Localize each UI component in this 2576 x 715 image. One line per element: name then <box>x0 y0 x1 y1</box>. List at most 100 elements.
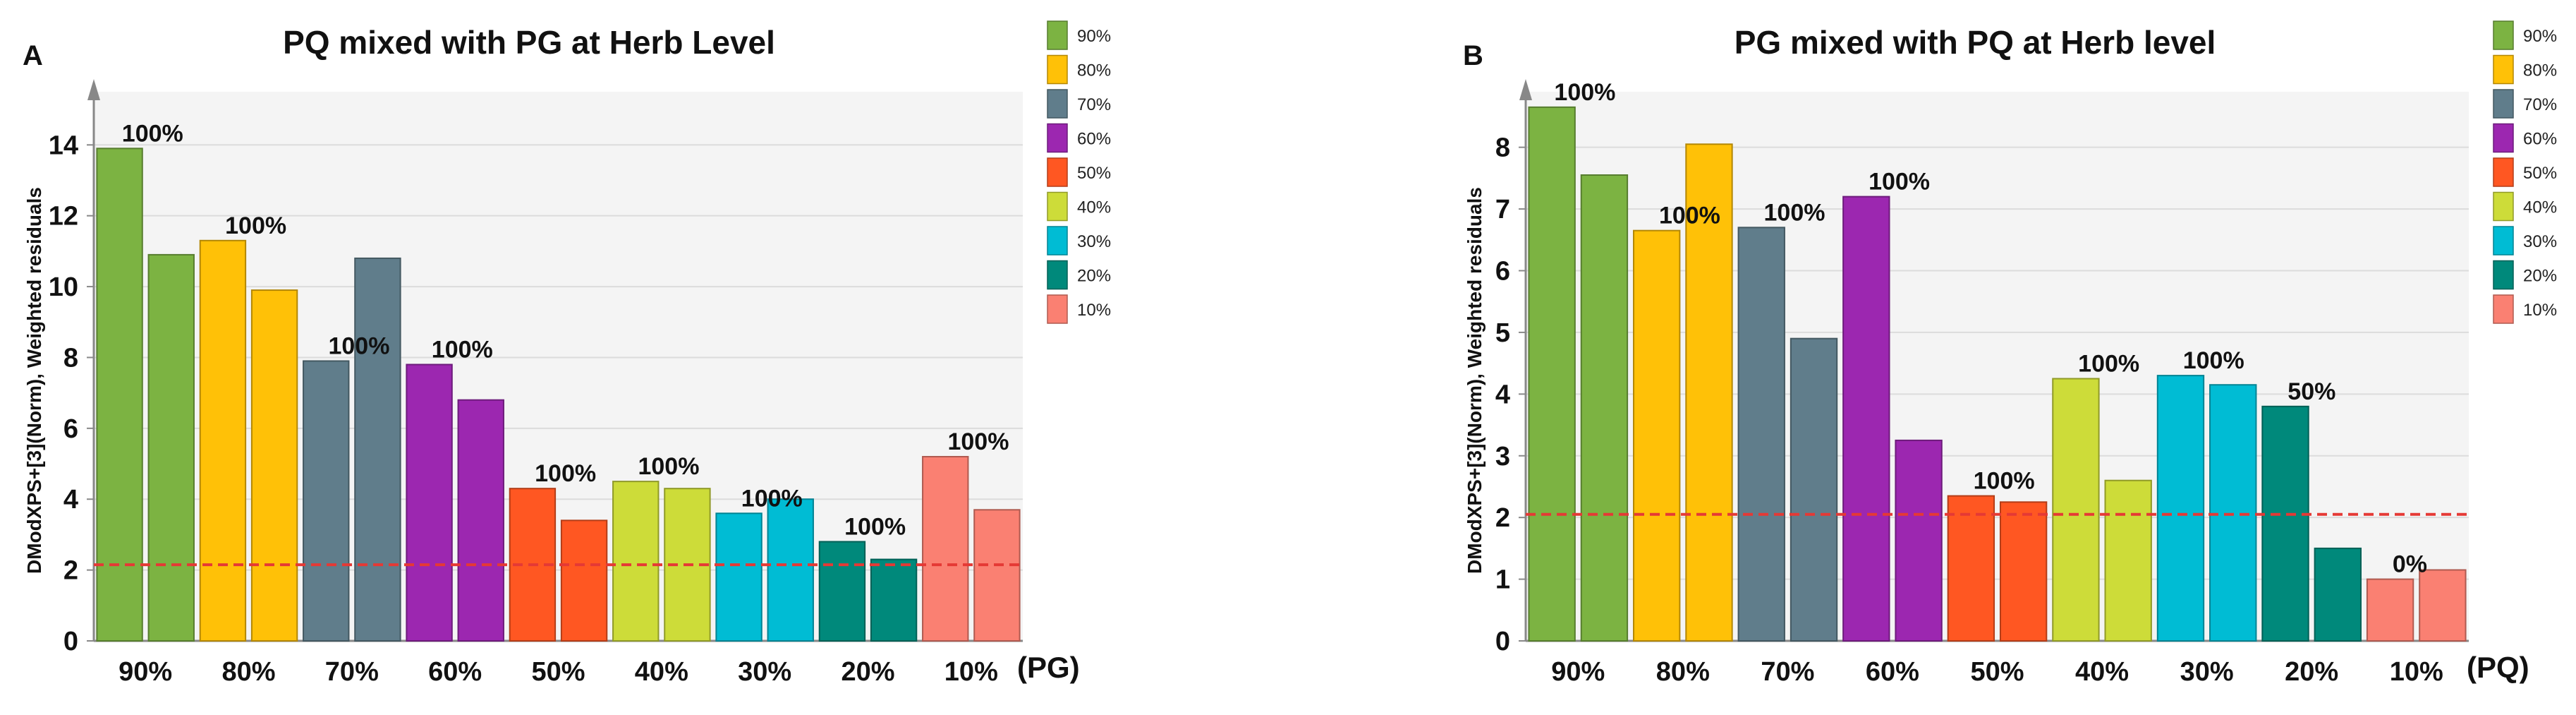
legend-label: 50% <box>1077 164 1111 183</box>
y-axis-label: DModXPS+[3](Norm), Weighted residuals <box>23 187 45 574</box>
legend-swatch <box>2493 123 2514 153</box>
legend-swatch <box>2493 260 2514 290</box>
legend-label: 90% <box>1077 27 1111 46</box>
x-tick-label: 90% <box>1551 657 1605 687</box>
y-tick-label: 5 <box>1495 318 1510 348</box>
bar-80pct-1 <box>199 239 247 642</box>
legend-label: 60% <box>1077 130 1111 149</box>
x-tick-label: 70% <box>325 657 379 687</box>
x-tick-label: 30% <box>2180 657 2234 687</box>
bar-20pct-2 <box>2314 547 2362 642</box>
legend-swatch <box>2493 191 2514 222</box>
data-label: 100% <box>2078 350 2139 377</box>
legend-label: 80% <box>2523 61 2557 80</box>
legend-swatch <box>2493 157 2514 187</box>
y-axis-label: DModXPS+[3](Norm), Weighted residuals <box>1464 187 1486 574</box>
legend-swatch <box>2493 20 2514 50</box>
y-tick-label: 12 <box>49 202 78 232</box>
bar-90pct-2 <box>147 253 195 642</box>
bar-30pct-2 <box>2209 384 2257 642</box>
legend-swatch <box>2493 89 2514 119</box>
data-label: 100% <box>225 212 286 239</box>
legend-swatch <box>1047 157 1068 187</box>
bar-30pct-1 <box>715 512 763 642</box>
x-tick-label: 40% <box>635 657 688 687</box>
data-label: 100% <box>328 332 389 359</box>
bar-60pct-1 <box>1842 196 1890 642</box>
legend-label: 40% <box>2523 198 2557 217</box>
y-tick-label: 0 <box>63 627 78 656</box>
data-label: 100% <box>741 485 803 512</box>
x-tick-label: 40% <box>2075 657 2129 687</box>
bar-60pct-2 <box>457 399 504 642</box>
legend-swatch <box>1047 89 1068 119</box>
bar-50pct-2 <box>560 519 608 642</box>
plot-area <box>1526 92 2469 641</box>
legend-label: 30% <box>2523 232 2557 251</box>
chart-panel-b: 0 1 2 3 4 5 6 7 8 100% 100% 100% 100% 100% 100% 100% 50%… <box>1463 20 2557 687</box>
x-tick-label: 30% <box>738 657 791 687</box>
data-label: 100% <box>535 460 596 487</box>
legend-swatch <box>1047 20 1068 50</box>
y-tick-label: 10 <box>49 272 78 302</box>
legend: 90% 80% 70% 60% 50% 40% 30% 20% 10% <box>2493 20 2557 324</box>
x-tick-label: 80% <box>221 657 275 687</box>
legend-swatch <box>1047 226 1068 256</box>
data-label: 100% <box>1869 169 1930 196</box>
x-tick-label: 80% <box>1656 657 1710 687</box>
legend-swatch <box>2493 294 2514 324</box>
y-tick-label: 8 <box>1495 133 1510 163</box>
legend-label: 40% <box>1077 198 1111 217</box>
y-axis-arrow <box>1519 79 1532 100</box>
x-tick-label: 90% <box>119 657 172 687</box>
bar-70pct-2 <box>354 257 401 642</box>
bar-30pct-1 <box>2156 375 2205 642</box>
legend-swatch <box>1047 294 1068 324</box>
x-tick-label: 50% <box>531 657 585 687</box>
y-axis-arrow <box>87 79 100 100</box>
bar-10pct-1 <box>2366 578 2414 642</box>
legend-swatch <box>2493 226 2514 256</box>
bar-80pct-2 <box>1685 143 1733 642</box>
bar-20pct-2 <box>870 558 918 642</box>
bar-80pct-1 <box>1633 229 1681 642</box>
bar-60pct-2 <box>1895 439 1943 642</box>
data-label: 100% <box>122 120 183 147</box>
bar-50pct-2 <box>1999 501 2048 642</box>
data-label: 100% <box>1659 203 1720 229</box>
bar-90pct-2 <box>1580 174 1629 642</box>
bar-20pct-1 <box>818 541 866 642</box>
legend-swatch <box>1047 260 1068 290</box>
legend-label: 20% <box>1077 267 1111 286</box>
x-tick-label: 70% <box>1761 657 1814 687</box>
legend-swatch <box>1047 123 1068 153</box>
bar-70pct-2 <box>1790 337 1838 642</box>
bar-40pct-1 <box>612 481 660 642</box>
x-tick-label: 20% <box>841 657 894 687</box>
x-tick-label: 60% <box>428 657 482 687</box>
legend-label: 60% <box>2523 130 2557 149</box>
x-tick-label: 60% <box>1866 657 1919 687</box>
data-label: 0% <box>2393 551 2427 578</box>
bar-90pct-1 <box>1528 106 1576 642</box>
legend-label: 90% <box>2523 27 2557 46</box>
bar-10pct-2 <box>973 509 1021 642</box>
data-label: 100% <box>844 513 906 540</box>
legend-label: 10% <box>2523 301 2557 320</box>
legend-label: 70% <box>2523 95 2557 114</box>
data-label: 100% <box>1974 468 2035 495</box>
data-label: 100% <box>638 453 699 480</box>
legend-swatch <box>2493 54 2514 85</box>
bar-30pct-2 <box>767 498 814 642</box>
data-label: 100% <box>947 428 1009 455</box>
y-tick-label: 6 <box>1495 257 1510 287</box>
data-label: 50% <box>2288 378 2335 405</box>
x-tick-label: 20% <box>2285 657 2338 687</box>
bar-10pct-2 <box>2419 569 2467 642</box>
panel-label: A <box>23 40 43 71</box>
bar-40pct-2 <box>2104 479 2152 642</box>
chart-title: PQ mixed with PG at Herb Level <box>283 24 775 61</box>
chart-title: PG mixed with PQ at Herb level <box>1734 24 2216 61</box>
y-tick-label: 3 <box>1495 442 1510 471</box>
